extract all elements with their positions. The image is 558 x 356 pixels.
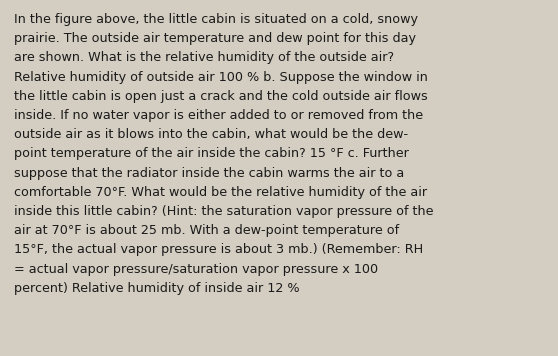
Text: In the figure above, the little cabin is situated on a cold, snowy
prairie. The : In the figure above, the little cabin is… [15, 13, 434, 295]
